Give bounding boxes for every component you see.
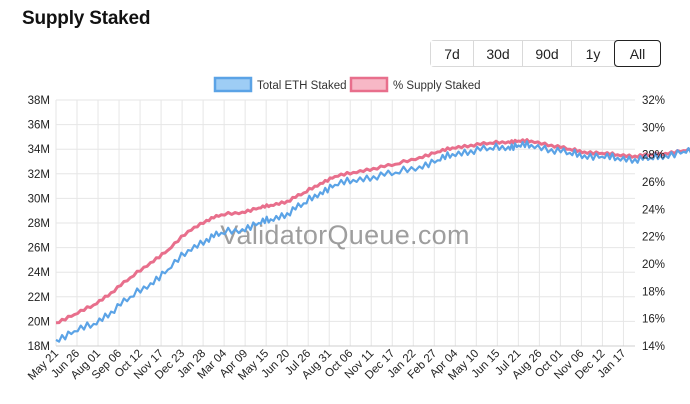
y-left-tick-label: 26M bbox=[28, 243, 50, 255]
y-left-tick-label: 22M bbox=[28, 292, 50, 304]
legend-label-pct[interactable]: % Supply Staked bbox=[393, 80, 481, 92]
y-right-tick-label: 22% bbox=[642, 232, 665, 244]
y-left-tick-label: 28M bbox=[28, 218, 50, 230]
y-left-tick-label: 20M bbox=[28, 316, 50, 328]
watermark: ValidatorQueue.com bbox=[220, 220, 470, 250]
legend-swatch-eth[interactable] bbox=[213, 76, 253, 93]
legend[interactable]: Total ETH Staked % Supply Staked bbox=[213, 76, 481, 93]
y-right-tick-label: 28% bbox=[642, 150, 665, 162]
y-left-tick-label: 30M bbox=[28, 193, 50, 205]
y-left-tick-label: 34M bbox=[28, 144, 50, 156]
legend-swatch-pct[interactable] bbox=[349, 76, 389, 93]
time-range-selector: 7d 30d 90d 1y All bbox=[430, 40, 661, 67]
y-right-tick-label: 18% bbox=[642, 286, 665, 298]
range-all-button[interactable]: All bbox=[614, 40, 661, 67]
range-7d-button[interactable]: 7d bbox=[431, 41, 474, 66]
range-90d-button[interactable]: 90d bbox=[523, 41, 572, 66]
series-total-eth-staked[interactable] bbox=[55, 114, 690, 343]
grid bbox=[55, 99, 635, 347]
y-left-tick-label: 36M bbox=[28, 120, 50, 132]
legend-label-eth[interactable]: Total ETH Staked bbox=[257, 80, 346, 92]
y-right-tick-label: 20% bbox=[642, 259, 665, 271]
y-right-tick-label: 16% bbox=[642, 314, 665, 326]
range-30d-button[interactable]: 30d bbox=[474, 41, 523, 66]
y-right-tick-label: 26% bbox=[642, 177, 665, 189]
y-right-tick-label: 30% bbox=[642, 122, 665, 134]
y-left-tick-label: 24M bbox=[28, 267, 50, 279]
series-layer bbox=[55, 114, 690, 343]
series-pct-supply-staked[interactable] bbox=[55, 116, 690, 325]
page-title: Supply Staked bbox=[22, 8, 151, 29]
y-left-tick-label: 32M bbox=[28, 169, 50, 181]
y-right-tick-label: 14% bbox=[642, 341, 665, 353]
y-right-tick-label: 24% bbox=[642, 204, 665, 216]
y-left-tick-label: 18M bbox=[28, 341, 50, 353]
y-left-tick-label: 38M bbox=[28, 95, 50, 107]
y-right-tick-label: 32% bbox=[642, 95, 665, 107]
range-1y-button[interactable]: 1y bbox=[572, 41, 615, 66]
